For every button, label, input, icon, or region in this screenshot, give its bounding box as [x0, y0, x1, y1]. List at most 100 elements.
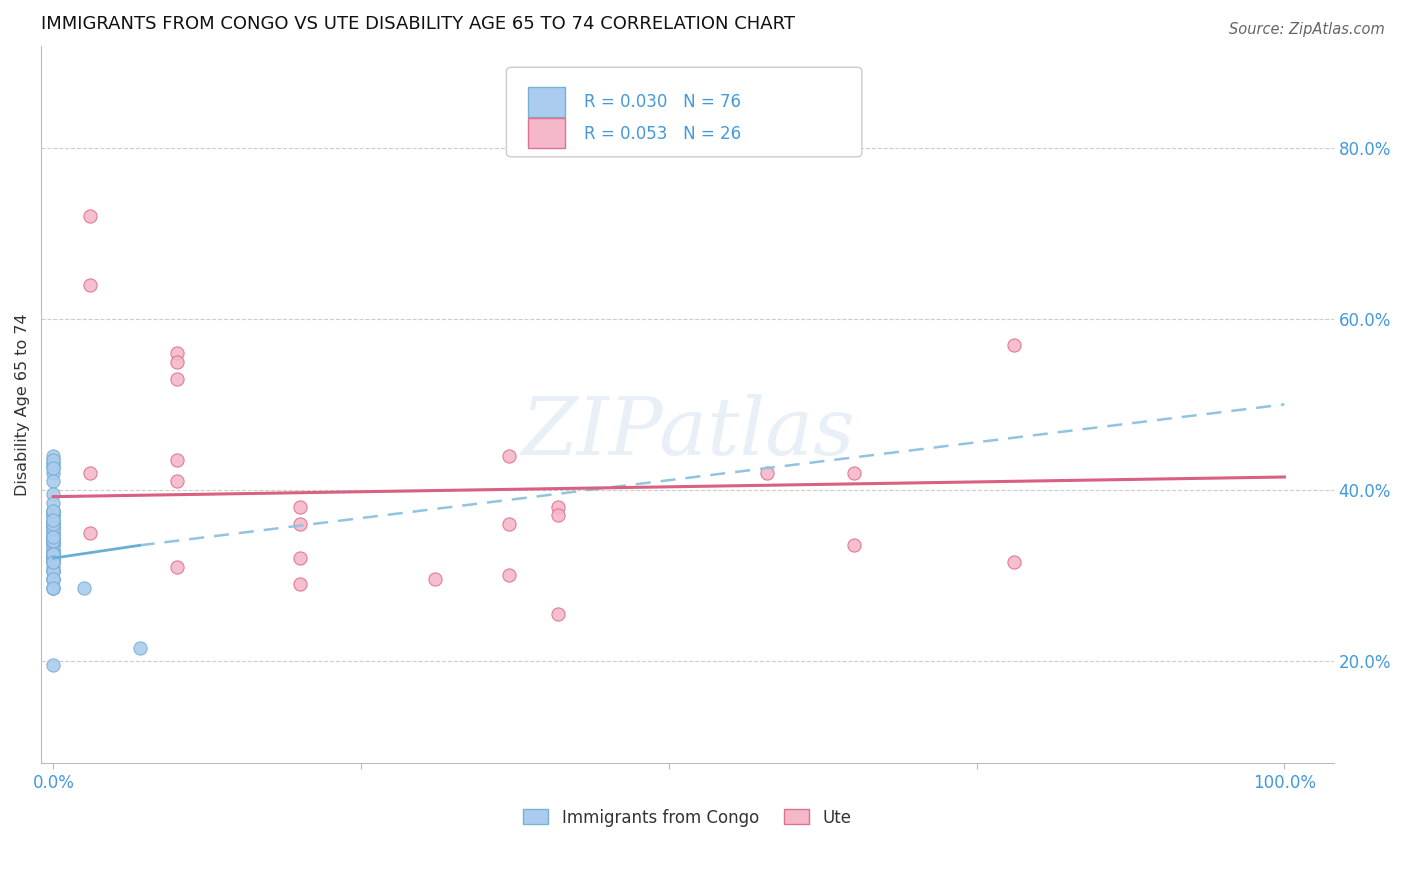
Point — [166, 475, 188, 489]
Point — [42, 542, 65, 557]
Point — [42, 521, 65, 535]
Point — [42, 521, 65, 535]
Point — [842, 466, 865, 480]
Legend: Immigrants from Congo, Ute: Immigrants from Congo, Ute — [523, 808, 852, 827]
Point — [42, 521, 65, 535]
Point — [42, 551, 65, 566]
Point — [42, 573, 65, 587]
Point — [42, 508, 65, 523]
Point — [42, 573, 65, 587]
Point — [42, 521, 65, 535]
Point — [42, 534, 65, 549]
Point — [42, 547, 65, 561]
Point — [42, 559, 65, 574]
Point — [423, 573, 446, 587]
Point — [42, 551, 65, 566]
Point — [42, 487, 65, 501]
Text: R = 0.053   N = 26: R = 0.053 N = 26 — [583, 125, 741, 143]
Point — [42, 495, 65, 509]
Point — [42, 530, 65, 544]
Point — [42, 581, 65, 595]
Point — [42, 538, 65, 552]
Point — [42, 508, 65, 523]
Point — [498, 516, 520, 531]
Point — [42, 516, 65, 531]
Point — [842, 538, 865, 552]
Point — [42, 516, 65, 531]
Point — [288, 500, 311, 514]
Point — [42, 581, 65, 595]
Point — [166, 559, 188, 574]
Point — [79, 277, 101, 292]
Point — [42, 461, 65, 475]
Point — [42, 534, 65, 549]
Point — [288, 516, 311, 531]
Point — [547, 607, 569, 621]
Y-axis label: Disability Age 65 to 74: Disability Age 65 to 74 — [15, 313, 30, 496]
Point — [1002, 337, 1025, 351]
Point — [42, 556, 65, 570]
Point — [166, 453, 188, 467]
Point — [547, 508, 569, 523]
Text: R = 0.030   N = 76: R = 0.030 N = 76 — [583, 94, 741, 112]
Point — [42, 513, 65, 527]
Point — [42, 564, 65, 578]
Point — [288, 551, 311, 566]
Text: ZIPatlas: ZIPatlas — [520, 394, 853, 472]
Text: IMMIGRANTS FROM CONGO VS UTE DISABILITY AGE 65 TO 74 CORRELATION CHART: IMMIGRANTS FROM CONGO VS UTE DISABILITY … — [41, 15, 796, 33]
Point — [166, 346, 188, 360]
Point — [79, 466, 101, 480]
Point — [42, 516, 65, 531]
Point — [42, 564, 65, 578]
Point — [79, 525, 101, 540]
Point — [42, 513, 65, 527]
Point — [42, 530, 65, 544]
Point — [42, 547, 65, 561]
Point — [128, 640, 150, 655]
Text: Source: ZipAtlas.com: Source: ZipAtlas.com — [1229, 22, 1385, 37]
Point — [42, 457, 65, 471]
Point — [1002, 556, 1025, 570]
Point — [166, 372, 188, 386]
Point — [42, 513, 65, 527]
Point — [42, 504, 65, 518]
Point — [42, 556, 65, 570]
Point — [42, 530, 65, 544]
Point — [42, 525, 65, 540]
Point — [42, 581, 65, 595]
Point — [756, 466, 779, 480]
Point — [288, 576, 311, 591]
Point — [547, 500, 569, 514]
Point — [42, 453, 65, 467]
Point — [42, 457, 65, 471]
Point — [42, 504, 65, 518]
Point — [42, 504, 65, 518]
Point — [42, 547, 65, 561]
Point — [42, 573, 65, 587]
Point — [42, 504, 65, 518]
Bar — [529, 87, 565, 118]
Point — [42, 525, 65, 540]
Point — [42, 534, 65, 549]
Point — [42, 551, 65, 566]
Point — [42, 534, 65, 549]
Point — [42, 542, 65, 557]
Point — [42, 573, 65, 587]
Point — [42, 516, 65, 531]
Point — [498, 449, 520, 463]
Point — [42, 504, 65, 518]
Point — [79, 210, 101, 224]
Point — [73, 581, 96, 595]
Point — [166, 354, 188, 368]
Point — [42, 657, 65, 672]
Point — [42, 564, 65, 578]
Point — [42, 556, 65, 570]
Point — [42, 475, 65, 489]
Point — [42, 556, 65, 570]
Point — [42, 534, 65, 549]
FancyBboxPatch shape — [506, 67, 862, 157]
Point — [42, 453, 65, 467]
Point — [42, 530, 65, 544]
Point — [42, 516, 65, 531]
Point — [42, 449, 65, 463]
